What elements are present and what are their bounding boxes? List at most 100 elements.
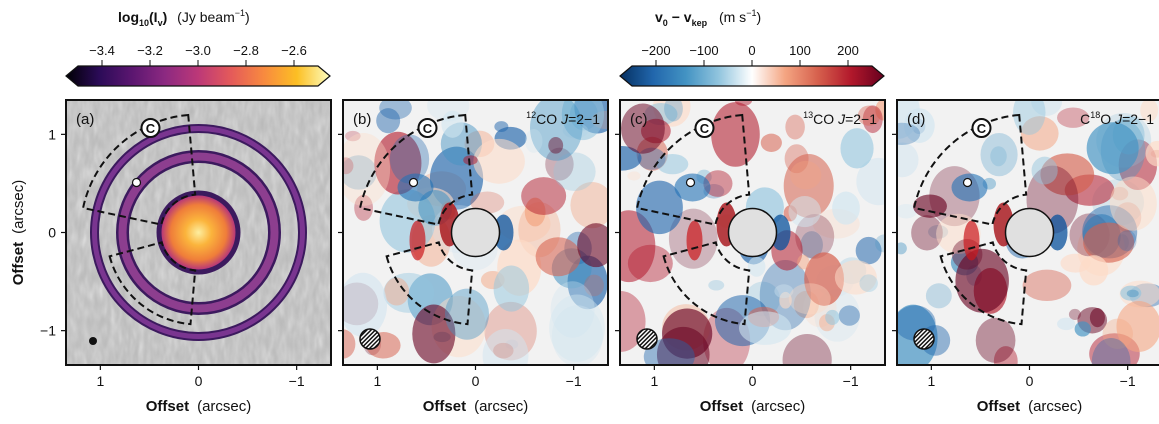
velocity-blob — [551, 305, 603, 365]
c-marker-circle — [140, 118, 161, 138]
colorbar-left-ticks: −3.4 −3.2 −3.0 −2.8 −2.6 — [89, 43, 307, 66]
x-tick-label: −1 — [1120, 373, 1136, 389]
c-marker: C — [140, 118, 161, 138]
velocity-blob — [903, 108, 935, 143]
velocity-blob — [584, 274, 604, 297]
velocity-blob — [548, 137, 564, 154]
velocity-blob — [838, 305, 860, 326]
velocity-blob — [711, 102, 760, 167]
colorbar-right-tick-label: 200 — [837, 43, 859, 58]
planet-marker — [408, 177, 419, 188]
velocity-blob — [1057, 107, 1090, 128]
x-tick-label: 0 — [749, 373, 757, 389]
velocity-blob — [343, 132, 391, 206]
velocity-blob — [389, 134, 430, 184]
velocity-blob — [875, 234, 885, 253]
c-marker: C — [417, 118, 438, 138]
panel-image: C — [620, 100, 885, 365]
velocity-blob — [345, 130, 361, 142]
panel-line-label: 12CO J=2−1 — [526, 110, 600, 127]
velocity-blob — [383, 272, 435, 313]
panel-tag: (b) — [353, 111, 371, 128]
velocity-blob — [825, 309, 840, 325]
colorbar-right-title: v0 − vkep (m s−1) — [655, 8, 761, 29]
y-tick-label: −1 — [40, 323, 56, 339]
velocity-blob — [875, 100, 885, 121]
x-tick-label: 0 — [1026, 373, 1034, 389]
velocity-blob — [862, 105, 883, 134]
x-tick-label: −1 — [566, 373, 582, 389]
panel-tag: (d) — [907, 111, 925, 128]
x-tick-label: 0 — [472, 373, 480, 389]
velocity-blob — [834, 260, 877, 295]
x-tick-label: 0 — [195, 373, 203, 389]
colorbar-left-tick-label: −3.2 — [137, 43, 163, 58]
velocity-blob — [1086, 122, 1139, 175]
y-tick-label: 0 — [48, 225, 56, 241]
velocity-blob — [343, 272, 388, 337]
velocity-blob — [785, 114, 805, 140]
velocity-blob — [784, 144, 809, 174]
velocity-blob — [1057, 317, 1076, 331]
y-axis-label: Offset(arcsec) — [10, 180, 27, 286]
velocity-blob — [482, 328, 529, 365]
colorbar-right: v0 − vkep (m s−1) −200 −100 0 100 200 — [619, 8, 885, 87]
velocity-blob — [524, 197, 546, 227]
velocity-blob — [561, 100, 605, 141]
velocity-blob — [521, 177, 567, 215]
velocity-blob — [800, 231, 823, 259]
panels: C (a) 1 0 −1 Offset (arcsec) 1 0 −1 Offset(arcsec)… — [10, 99, 1159, 415]
velocity-blob — [1031, 100, 1063, 116]
velocity-blob — [980, 133, 1018, 177]
beam-ellipse — [636, 328, 658, 350]
c-marker-letter: C — [700, 121, 710, 136]
x-axis-label: Offset (arcsec) — [700, 398, 806, 415]
colorbar-right-tick-label: −100 — [689, 43, 718, 58]
velocity-blob — [1083, 222, 1135, 263]
velocity-blob — [627, 171, 641, 181]
velocity-blob — [779, 291, 792, 309]
velocity-blob — [493, 265, 530, 312]
velocity-blob — [993, 346, 1018, 365]
velocity-blob — [1117, 230, 1137, 252]
colorbar-left-tick-label: −3.4 — [89, 43, 115, 58]
planet-marker — [962, 177, 973, 188]
velocity-blob — [734, 100, 753, 106]
velocity-blob — [797, 254, 810, 270]
c-marker-letter: C — [977, 121, 987, 136]
velocity-blob — [897, 204, 917, 219]
velocity-blob — [570, 182, 608, 229]
center-mask — [450, 207, 501, 258]
velocity-blob — [975, 317, 1016, 363]
velocity-blob — [463, 155, 478, 165]
outer-ring-core — [92, 126, 305, 339]
velocity-blob — [379, 100, 412, 120]
c-marker-circle — [971, 118, 992, 138]
velocity-blob — [549, 294, 605, 363]
velocity-blob — [897, 142, 919, 178]
x-tick-label: −1 — [289, 373, 305, 389]
velocity-blob — [1116, 300, 1159, 352]
velocity-blob — [747, 256, 766, 277]
velocity-blob — [664, 100, 683, 122]
beam-ellipse — [359, 328, 381, 350]
velocity-blob — [473, 138, 525, 184]
velocity-blob — [859, 274, 878, 293]
core — [161, 195, 236, 270]
c-marker-letter: C — [146, 121, 156, 136]
velocity-blob — [897, 122, 921, 146]
c-marker-circle — [694, 118, 715, 138]
panel-c: C (c) 13CO J=2−1 1 0 −1 Offset (arcsec) — [615, 99, 886, 415]
velocity-feature-blue — [674, 173, 711, 202]
velocity-blob — [376, 108, 401, 134]
velocity-blob — [1013, 100, 1046, 135]
velocity-blob — [343, 329, 356, 359]
panel-tag: (a) — [76, 111, 94, 128]
velocity-blob — [343, 157, 354, 175]
colorbar-right-bar — [619, 65, 885, 87]
beam-ellipse — [89, 337, 97, 345]
panel-a: C (a) 1 0 −1 Offset (arcsec) 1 0 −1 Offset(arcsec) — [10, 99, 332, 415]
colorbar-right-tick-label: −200 — [641, 43, 670, 58]
center-mask — [1004, 207, 1055, 258]
